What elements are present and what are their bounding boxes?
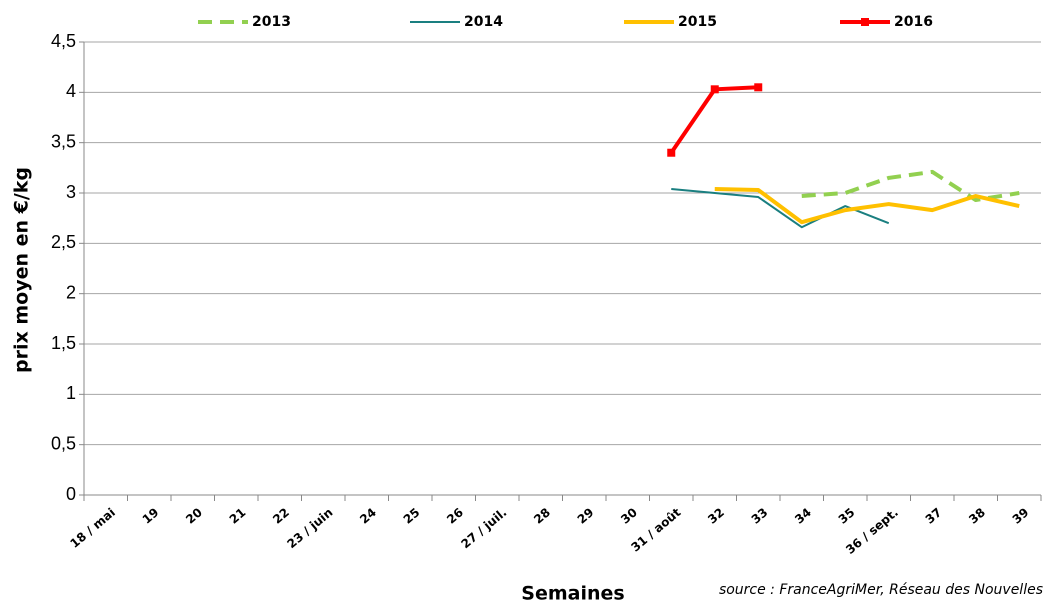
y-tick-label: 4,5 xyxy=(51,31,76,51)
y-tick-label: 2,5 xyxy=(51,232,76,252)
x-tick-label: 18 / mai xyxy=(67,505,117,551)
y-axis-title: prix moyen en €/kg xyxy=(11,167,33,373)
source-note: source : FranceAgriMer, Réseau des Nouve… xyxy=(719,582,1043,598)
x-tick-label: 26 xyxy=(444,505,466,526)
x-tick-label: 24 xyxy=(357,505,379,526)
y-tick-label: 3,5 xyxy=(51,131,76,151)
x-tick-label: 25 xyxy=(401,505,423,526)
point-marker xyxy=(710,85,719,94)
y-tick-label: 1 xyxy=(66,383,76,403)
x-tick-label: 38 xyxy=(966,505,988,526)
legend-label: 2014 xyxy=(464,14,503,30)
x-tick-label: 34 xyxy=(792,505,814,526)
y-tick-label: 4 xyxy=(66,81,76,101)
y-tick-label: 2 xyxy=(66,282,76,302)
x-axis-title: Semaines xyxy=(521,583,624,602)
y-tick-label: 0,5 xyxy=(51,433,76,453)
x-tick-label: 27 / juil. xyxy=(458,505,509,551)
x-tick-label: 32 xyxy=(705,505,727,526)
series-line xyxy=(714,186,1020,225)
x-tick-label: 29 xyxy=(575,505,597,526)
x-tick-label: 21 xyxy=(227,505,249,526)
legend-label: 2015 xyxy=(678,14,717,30)
y-tick-label: 3 xyxy=(66,182,76,202)
x-tick-label: 30 xyxy=(618,505,640,526)
y-tick-label: 1,5 xyxy=(51,333,76,353)
x-tick-label: 19 xyxy=(140,505,162,526)
y-tick-label: 0 xyxy=(66,484,76,504)
x-tick-label: 37 xyxy=(923,505,945,526)
x-tick-label: 39 xyxy=(1010,505,1032,526)
x-tick-label: 33 xyxy=(749,505,771,526)
x-tick-label: 20 xyxy=(183,505,205,526)
series-line xyxy=(801,169,1020,203)
x-tick-label: 23 / juin xyxy=(284,505,335,551)
point-marker xyxy=(667,148,676,157)
legend-label: 2013 xyxy=(252,14,291,30)
legend-label: 2016 xyxy=(894,14,933,30)
x-tick-label: 28 xyxy=(531,505,553,526)
point-marker xyxy=(754,83,763,92)
legend-marker xyxy=(861,18,869,26)
x-tick-label: 22 xyxy=(270,505,292,526)
x-tick-label: 35 xyxy=(836,505,858,526)
